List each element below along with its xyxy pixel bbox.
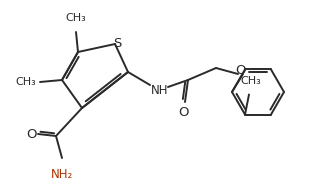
Text: O: O (236, 63, 246, 76)
Text: NH: NH (151, 84, 169, 97)
Text: CH₃: CH₃ (65, 13, 86, 23)
Text: O: O (26, 127, 36, 140)
Text: CH₃: CH₃ (241, 76, 261, 86)
Text: NH₂: NH₂ (51, 168, 73, 181)
Text: O: O (179, 105, 189, 118)
Text: S: S (113, 36, 121, 49)
Text: CH₃: CH₃ (15, 77, 36, 87)
